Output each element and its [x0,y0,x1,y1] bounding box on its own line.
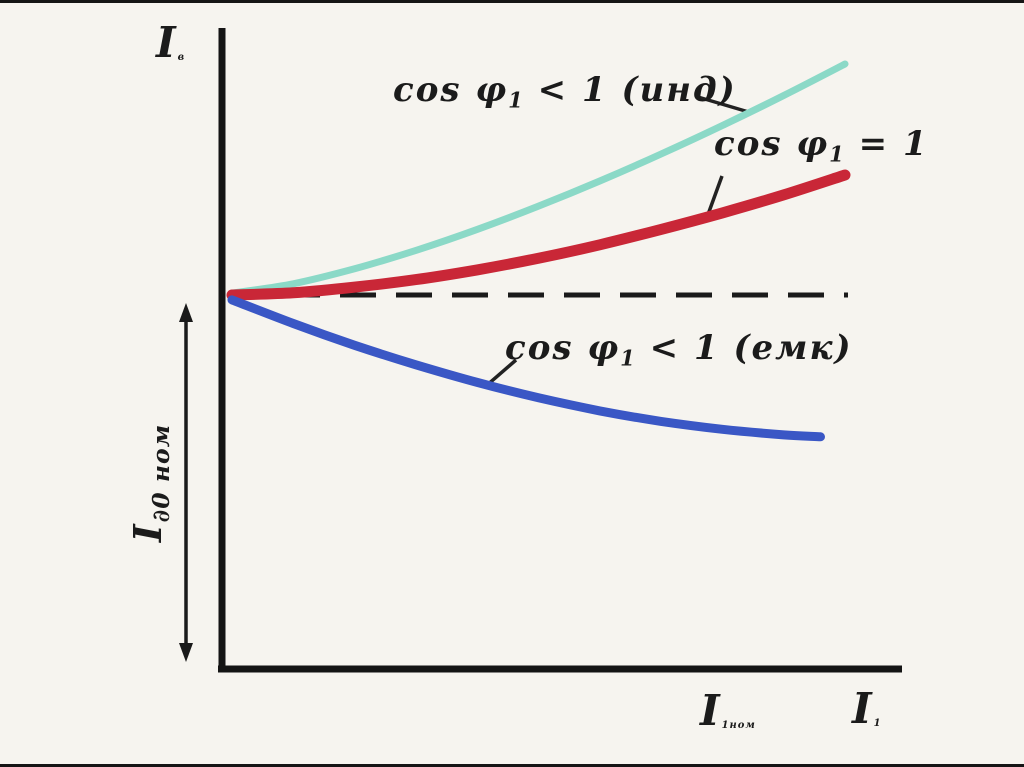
annotation-unity-pre: cos φ [714,124,830,164]
annotation-capacitive-post: < 1 (емк) [635,328,853,368]
annotation-unity-post: = 1 [844,124,929,164]
x-axis-label-sub: 1 [873,718,882,730]
reference-value-label-sub: ∂0 ном [146,423,175,523]
reference-value-label-main: I [125,522,171,543]
annotation-inductive-sub: 1 [508,87,524,113]
x-tick-label-sub: 1ном [721,720,756,732]
annotation-unity-sub: 1 [829,141,845,167]
annotation-inductive: cos φ1 < 1 (инд) [393,70,737,113]
annotation-unity: cos φ1 = 1 [714,124,929,167]
curve-group [226,60,851,442]
y-axis-label-sub: в [177,52,186,64]
curve-inductive [228,60,849,297]
slide-border-bottom [0,764,1024,767]
x-axis-label: I1 [852,684,882,733]
x-tick-label-main: I [700,686,722,735]
leader-line-inductive [697,95,753,115]
curve-capacitive [227,295,825,442]
measure-arrow [179,303,193,662]
annotation-inductive-pre: cos φ [393,70,509,110]
y-axis-label: Iв [156,18,185,67]
annotation-capacitive-pre: cos φ [505,328,621,368]
measure-arrow-head-bottom [179,643,193,662]
x-axis-label-main: I [852,684,874,733]
slide-border-top [0,0,1024,3]
curve-unity [226,169,851,301]
annotation-inductive-post: < 1 (инд) [523,70,737,110]
measure-arrow-head-top [179,303,193,322]
y-axis-label-main: I [156,18,178,67]
reference-value-label: I∂0 ном [125,424,175,542]
x-tick-label: I1ном [700,686,756,735]
annotation-capacitive-sub: 1 [620,345,636,371]
annotation-capacitive: cos φ1 < 1 (емк) [505,328,853,371]
